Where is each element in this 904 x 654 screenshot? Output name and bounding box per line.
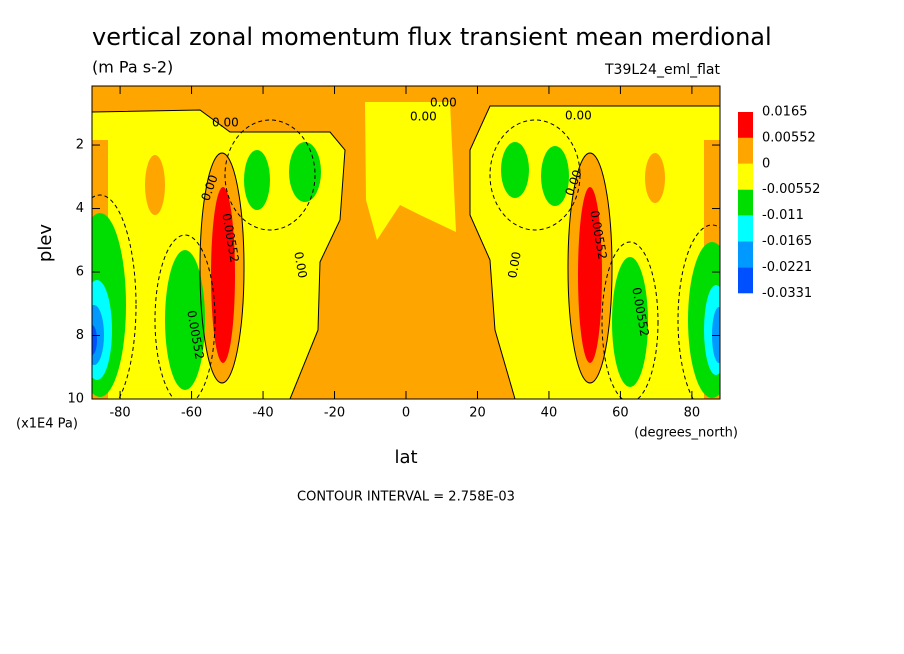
field: [92, 86, 720, 399]
contour-label: 0.00: [505, 251, 523, 280]
y-tick-label: 8: [76, 328, 84, 343]
region: [365, 102, 456, 240]
colorbar: 0.0165 0.00552 0 -0.00552 -0.011 -0.0165 -0.02…: [738, 105, 820, 301]
contour-line: [199, 152, 245, 384]
colorbar-box: [738, 267, 753, 294]
region: [211, 187, 235, 363]
contour-line: [92, 194, 137, 399]
x-tick-label: 0: [402, 406, 410, 421]
x-tick-label: 60: [612, 406, 629, 421]
contour-label: 0.00: [565, 109, 592, 123]
x-tick-label: -60: [181, 406, 202, 421]
colorbar-label: -0.0221: [762, 260, 812, 275]
y-units: (x1E4 Pa): [16, 417, 78, 432]
region: [145, 155, 165, 215]
region: [92, 86, 720, 399]
x-tick-label: 20: [469, 406, 486, 421]
x-tick-label: -20: [324, 406, 345, 421]
contour-line: [489, 119, 581, 231]
x-tick-label: -40: [252, 406, 273, 421]
axes: -80 -60 -40 -20 0 20 40 60 80 2 4 6 8 10: [67, 86, 720, 421]
contour-label: 0.00: [430, 96, 457, 110]
contour-line: [224, 119, 316, 231]
subtitle: (m Pa s-2): [92, 58, 173, 77]
colorbar-box: [738, 189, 753, 216]
x-units: (degrees_north): [634, 426, 738, 441]
colorbar-label: 0: [762, 156, 770, 171]
colorbar-box: [738, 163, 753, 190]
contour-label: 0.00: [212, 116, 239, 130]
colorbar-label: -0.00552: [762, 182, 820, 197]
contour-line: [677, 224, 720, 399]
x-tick-label: 40: [541, 406, 558, 421]
chart-title: vertical zonal momentum flux transient m…: [92, 23, 772, 51]
y-tick-label: 6: [76, 265, 84, 280]
region: [645, 153, 665, 203]
contour-label: 0.00: [410, 110, 437, 124]
y-axis-label: plev: [35, 224, 56, 263]
contour-line: [92, 105, 720, 399]
region: [541, 146, 569, 206]
colorbar-label: 0.00552: [762, 130, 816, 145]
y-tick-label: 2: [76, 138, 84, 153]
contour-line: [154, 234, 216, 399]
colorbar-box: [738, 112, 753, 138]
x-tick-label: -80: [109, 406, 130, 421]
region: [612, 257, 648, 387]
region: [289, 142, 321, 202]
region: [501, 142, 529, 198]
contour-label: 0.00: [291, 251, 309, 280]
y-tick-label: 4: [76, 201, 84, 216]
colorbar-label: -0.011: [762, 208, 804, 223]
contour-line: [601, 241, 659, 399]
colorbar-box: [738, 137, 753, 164]
dataset-label: T39L24_eml_flat: [604, 62, 721, 78]
region: [165, 250, 205, 390]
x-tick-label: 80: [684, 406, 701, 421]
colorbar-box: [738, 215, 753, 242]
region: [244, 150, 270, 210]
y-tick-label: 10: [67, 392, 84, 407]
x-axis-label: lat: [394, 447, 417, 468]
colorbar-label: -0.0331: [762, 286, 812, 301]
region: [712, 307, 720, 363]
contour-line: [567, 152, 613, 384]
footnote: CONTOUR INTERVAL = 2.758E-03: [297, 490, 515, 505]
region: [578, 187, 602, 363]
colorbar-label: -0.0165: [762, 234, 812, 249]
region: [92, 325, 97, 355]
colorbar-box: [738, 241, 753, 268]
colorbar-label: 0.0165: [762, 105, 808, 120]
